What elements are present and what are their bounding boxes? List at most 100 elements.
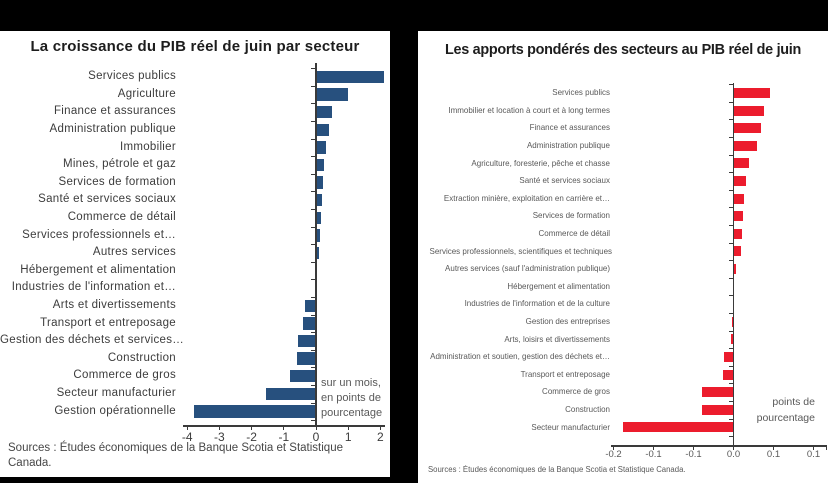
x-axis-tick bbox=[813, 445, 814, 450]
bar bbox=[316, 229, 320, 242]
row-tick bbox=[728, 295, 734, 297]
left-source-note: Sources : Études économiques de la Banqu… bbox=[8, 442, 343, 469]
row-tick bbox=[311, 349, 316, 351]
bar bbox=[733, 264, 736, 274]
category-label: Commerce de détail bbox=[67, 211, 176, 223]
category-label: Agriculture, foresterie, pêche et chasse bbox=[471, 157, 610, 168]
annotation-line: pourcentage bbox=[321, 407, 383, 419]
bar bbox=[316, 158, 325, 172]
bar bbox=[316, 211, 322, 225]
right-chart-panel: Les apports pondérés des secteurs au PIB… bbox=[418, 31, 828, 483]
row-tick bbox=[311, 332, 316, 334]
row-tick bbox=[728, 348, 734, 350]
row-tick bbox=[311, 226, 316, 228]
category-label: Commerce de gros bbox=[73, 369, 176, 382]
category-label: Construction bbox=[107, 351, 176, 364]
category-label: Hébergement et alimentation bbox=[20, 263, 176, 276]
bar bbox=[316, 88, 349, 101]
x-axis-tick bbox=[773, 445, 774, 450]
bar bbox=[316, 141, 326, 154]
x-axis-tick-label: -1 bbox=[278, 430, 290, 444]
bar bbox=[733, 193, 744, 204]
x-axis-line bbox=[611, 445, 827, 447]
x-axis-tick bbox=[218, 425, 220, 430]
row-tick bbox=[311, 261, 316, 263]
bar bbox=[266, 387, 316, 401]
x-axis-tick bbox=[347, 425, 349, 430]
annotation-line: sur un mois, bbox=[321, 377, 381, 389]
category-label: Santé et services sociaux bbox=[38, 193, 176, 206]
category-label: Services de formation bbox=[58, 175, 176, 188]
row-tick bbox=[311, 367, 316, 369]
bar bbox=[733, 158, 749, 169]
annotation-line: pourcentage bbox=[756, 412, 815, 424]
category-label: Finance et assurances bbox=[53, 105, 176, 118]
bar bbox=[316, 176, 323, 189]
category-label: Services de formation bbox=[532, 210, 610, 221]
row-tick bbox=[728, 242, 734, 244]
category-label: Gestion des entreprises bbox=[525, 316, 610, 326]
x-axis-tick bbox=[315, 425, 317, 430]
category-label: Transport et entreposage bbox=[520, 368, 610, 379]
bar bbox=[623, 422, 734, 433]
category-label: Finance et assurances bbox=[529, 122, 610, 133]
category-label: Mines, pétrole et gaz bbox=[62, 158, 176, 171]
left-chart-panel: La croissance du PIB réel de juin par se… bbox=[0, 31, 390, 477]
bar bbox=[303, 317, 316, 330]
category-label: Secteur manufacturier bbox=[56, 387, 176, 399]
category-label: Autres services (sauf l'administration p… bbox=[445, 263, 610, 274]
row-tick bbox=[728, 260, 734, 262]
bar bbox=[316, 123, 329, 137]
category-label: Hébergement et alimentation bbox=[507, 280, 610, 291]
zero-baseline bbox=[315, 63, 317, 425]
row-tick bbox=[311, 173, 316, 175]
category-label: Arts, loisirs et divertissements bbox=[504, 333, 610, 344]
category-label: Immobilier bbox=[119, 140, 176, 153]
x-axis-tick bbox=[186, 425, 188, 430]
bar bbox=[733, 105, 764, 116]
bar bbox=[733, 140, 757, 151]
bar bbox=[701, 404, 734, 415]
annotation-line: points de bbox=[772, 396, 815, 408]
left-chart-title: La croissance du PIB réel de juin par se… bbox=[30, 38, 360, 55]
row-tick bbox=[728, 137, 734, 138]
row-tick bbox=[311, 121, 316, 122]
x-axis-tick-label: 0.0 bbox=[726, 449, 741, 460]
category-label: Administration et soutien, gestion des d… bbox=[430, 351, 610, 362]
bar bbox=[723, 369, 734, 380]
row-tick bbox=[728, 313, 734, 314]
x-axis-tick-label: -0.1 bbox=[685, 449, 702, 460]
x-axis-tick bbox=[251, 425, 253, 430]
row-tick bbox=[311, 156, 316, 158]
bar bbox=[733, 123, 761, 134]
row-tick bbox=[728, 277, 734, 279]
row-tick bbox=[728, 383, 734, 385]
x-axis-tick bbox=[613, 445, 614, 450]
category-label: Immobilier et location à court et à long… bbox=[448, 104, 610, 115]
row-tick bbox=[728, 189, 734, 191]
x-axis-tick bbox=[733, 445, 734, 450]
category-label: Services professionnels, scientifiques e… bbox=[429, 245, 613, 256]
x-axis-tick bbox=[653, 445, 654, 450]
row-tick bbox=[728, 330, 734, 332]
category-label: Services publics bbox=[552, 87, 610, 98]
bar bbox=[702, 387, 734, 398]
annotation-line: en points de bbox=[321, 392, 381, 404]
row-tick bbox=[311, 314, 316, 316]
row-tick bbox=[728, 101, 734, 103]
x-axis-tick-label: -4 bbox=[181, 430, 193, 444]
category-label: Gestion des déchets et services… bbox=[0, 334, 185, 347]
category-label: Administration publique bbox=[49, 123, 176, 135]
bar bbox=[731, 334, 734, 345]
category-label: Secteur manufacturier bbox=[531, 421, 610, 432]
bar bbox=[316, 193, 322, 207]
right-chart-title: Les apports pondérés des secteurs au PIB… bbox=[444, 41, 802, 58]
bar bbox=[296, 352, 316, 365]
row-tick bbox=[311, 297, 316, 298]
bar bbox=[733, 88, 771, 98]
row-tick bbox=[311, 68, 316, 70]
row-tick bbox=[728, 436, 734, 438]
category-label: Gestion opérationnelle bbox=[54, 404, 176, 417]
x-axis-tick-label: -3 bbox=[214, 430, 225, 444]
row-tick bbox=[728, 119, 734, 121]
